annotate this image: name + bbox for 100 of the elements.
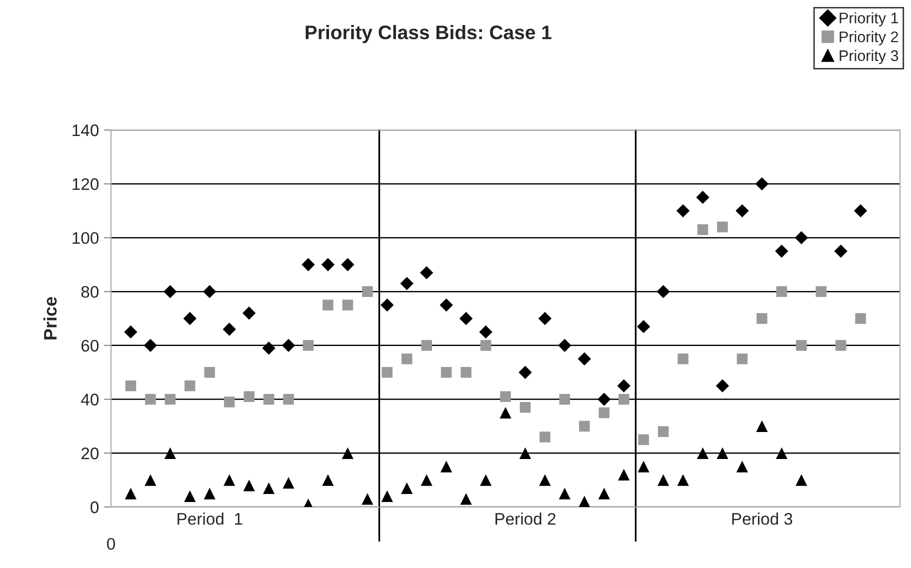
- point: [697, 224, 708, 236]
- point: [579, 420, 590, 432]
- point: [224, 474, 236, 486]
- point: [242, 306, 256, 320]
- point: [125, 380, 136, 392]
- point: [124, 488, 137, 500]
- point: [382, 366, 393, 378]
- point: [380, 298, 394, 312]
- point: [636, 320, 650, 334]
- y-axis-title: Price: [43, 297, 57, 340]
- point: [322, 300, 334, 310]
- point: [341, 258, 354, 272]
- point: [776, 286, 788, 297]
- point: [677, 474, 689, 486]
- point: [638, 460, 650, 472]
- point: [500, 406, 512, 419]
- point: [184, 380, 196, 392]
- point: [459, 312, 473, 326]
- point: [816, 286, 826, 297]
- x-tick-label: Period 1: [178, 512, 242, 525]
- point: [578, 496, 590, 507]
- point: [124, 325, 138, 339]
- point: [440, 460, 452, 472]
- point: [656, 284, 670, 298]
- point: [776, 447, 788, 459]
- point: [262, 482, 275, 494]
- point: [440, 298, 453, 312]
- point: [736, 354, 748, 364]
- point: [618, 468, 630, 480]
- point: [401, 354, 412, 364]
- legend-label: Priority 3: [840, 50, 898, 64]
- point: [657, 474, 670, 486]
- y-tick-label: 80: [81, 286, 99, 298]
- point: [658, 426, 669, 437]
- point: [558, 338, 572, 352]
- point: [283, 394, 294, 405]
- point: [796, 474, 808, 486]
- point: [282, 476, 294, 489]
- point: [302, 340, 314, 351]
- point: [479, 325, 492, 339]
- point: [204, 366, 216, 378]
- y-tick-label: 0: [90, 501, 99, 514]
- text: 0: [107, 538, 115, 550]
- point: [164, 447, 176, 459]
- point: [736, 460, 748, 472]
- point: [540, 432, 550, 442]
- x-tick-label: Period 2: [496, 512, 556, 525]
- point: [755, 177, 769, 190]
- y-tick-label: 40: [81, 394, 99, 406]
- point: [834, 244, 848, 258]
- point: [204, 488, 216, 500]
- point: [835, 340, 846, 351]
- chart-title: Priority Class Bids: Case 1: [306, 25, 552, 44]
- y-tick-label: 140: [72, 124, 99, 136]
- point: [183, 312, 196, 326]
- point: [775, 244, 788, 258]
- legend-label: Priority 1: [840, 12, 898, 26]
- point: [618, 394, 630, 405]
- point: [362, 286, 373, 297]
- point: [480, 340, 492, 351]
- point: [342, 447, 354, 459]
- point: [164, 394, 176, 405]
- point: [598, 407, 610, 418]
- point: [440, 366, 452, 378]
- point: [716, 447, 728, 459]
- point: [400, 276, 414, 290]
- point: [598, 392, 611, 406]
- point: [854, 204, 868, 218]
- point: [262, 342, 276, 355]
- point: [598, 488, 610, 500]
- point: [538, 312, 552, 326]
- point: [676, 204, 690, 218]
- point: [696, 447, 709, 459]
- point: [794, 231, 808, 244]
- point: [696, 190, 710, 204]
- point: [381, 490, 393, 502]
- point: [401, 482, 413, 494]
- point: [736, 204, 749, 218]
- point: [243, 480, 255, 492]
- point: [638, 434, 649, 446]
- point: [460, 493, 472, 505]
- x-tick-label: Period 3: [732, 512, 792, 525]
- point: [184, 490, 196, 502]
- point: [480, 474, 492, 486]
- point: [282, 338, 296, 352]
- point: [716, 379, 730, 392]
- legend-label: Priority 2: [840, 31, 898, 46]
- point: [145, 394, 156, 405]
- point: [144, 338, 158, 352]
- point: [519, 447, 532, 459]
- y-tick-label: 20: [81, 448, 99, 460]
- point: [756, 420, 768, 432]
- point: [321, 258, 335, 272]
- point: [520, 402, 531, 413]
- y-tick-label: 100: [72, 232, 99, 244]
- point: [558, 488, 570, 500]
- point: [222, 322, 236, 336]
- point: [756, 313, 768, 324]
- point: [164, 284, 177, 298]
- point: [796, 340, 807, 351]
